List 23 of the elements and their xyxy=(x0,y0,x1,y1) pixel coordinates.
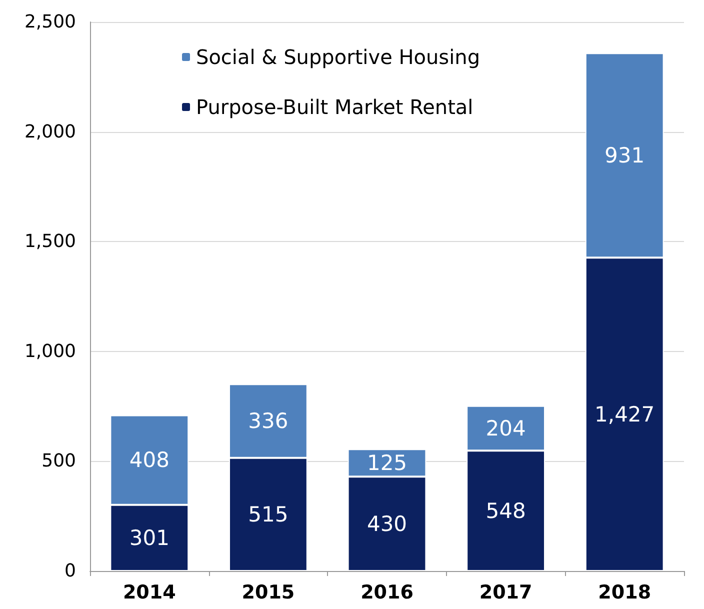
x-tick-label: 2016 xyxy=(360,582,414,604)
data-label: 204 xyxy=(486,416,526,440)
x-tick-label: 2017 xyxy=(479,582,532,604)
legend-label: Social & Supportive Housing xyxy=(196,45,480,69)
y-tick-label: 1,000 xyxy=(24,340,76,362)
data-label: 430 xyxy=(366,512,408,536)
y-tick-label: 500 xyxy=(42,450,76,472)
data-label: 1,427 xyxy=(594,402,655,426)
y-tick-label: 2,000 xyxy=(24,121,76,142)
data-label: 125 xyxy=(366,450,408,475)
y-tick-label: 0 xyxy=(64,560,76,582)
y-tick-label: 2,500 xyxy=(24,12,76,32)
legend-label: Purpose-Built Market Rental xyxy=(196,95,474,119)
data-label: 336 xyxy=(248,409,288,434)
x-tick-label: 2018 xyxy=(598,582,652,604)
x-tick-label: 2014 xyxy=(122,582,176,604)
y-tick-label: 1,500 xyxy=(24,231,76,252)
data-label: 548 xyxy=(486,498,526,523)
x-tick-label: 2015 xyxy=(242,582,295,604)
data-label: 301 xyxy=(129,526,170,550)
data-label: 515 xyxy=(248,502,288,526)
data-label: 931 xyxy=(604,143,645,168)
data-label: 408 xyxy=(129,448,170,472)
